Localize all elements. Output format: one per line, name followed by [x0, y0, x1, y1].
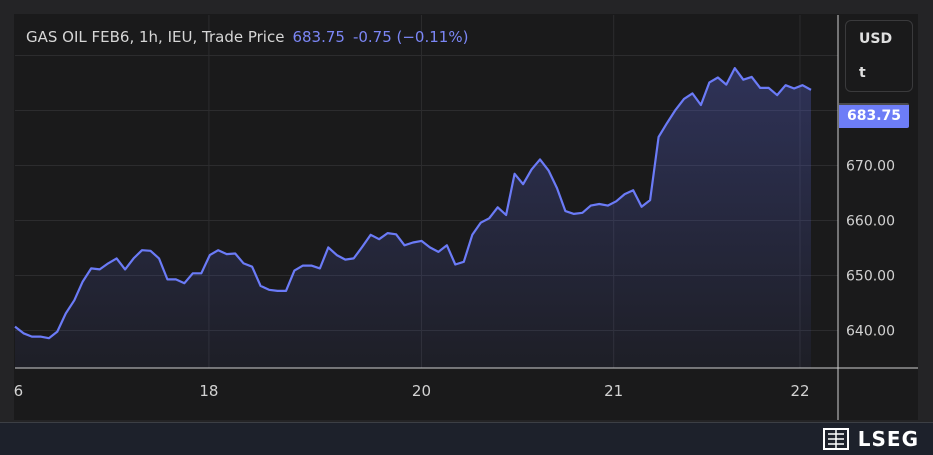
x-tick-label: 22 [790, 382, 809, 400]
price-line [14, 67, 812, 340]
lseg-logo: LSEG [820, 426, 919, 452]
x-tick-label: 20 [412, 382, 431, 400]
price-change: -0.75 (−0.11%) [352, 28, 469, 46]
x-tick-label: 18 [199, 382, 218, 400]
instrument-label: GAS OIL FEB6, 1h, IEU, Trade Price [26, 28, 285, 46]
x-tick-label: 21 [604, 382, 623, 400]
footer: LSEG [0, 422, 933, 455]
unit-selector[interactable]: USD t [845, 20, 913, 92]
y-tick-label: 660.00 [846, 214, 895, 230]
current-price-badge: 683.75 [839, 103, 909, 128]
x-tick-label: 6 [14, 382, 24, 400]
brand-text: LSEG [857, 427, 919, 451]
y-tick-label: 670.00 [846, 159, 895, 175]
y-tick-label: 640.00 [846, 324, 895, 340]
currency-label: USD [859, 31, 893, 47]
unit-label: t [859, 65, 866, 81]
chart-legend: GAS OIL FEB6, 1h, IEU, Trade Price 683.75… [26, 28, 468, 46]
lseg-crest-icon [822, 428, 849, 450]
last-price: 683.75 [292, 28, 345, 46]
price-area [15, 68, 811, 368]
y-tick-label: 650.00 [846, 269, 895, 285]
